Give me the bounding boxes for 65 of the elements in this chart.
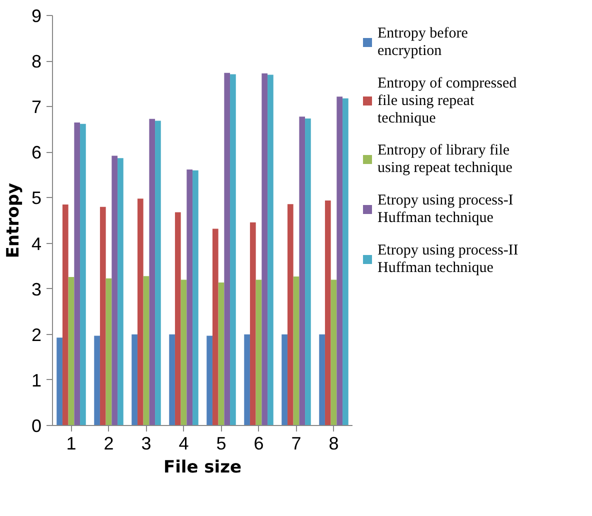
bar (282, 334, 288, 426)
bar (137, 198, 144, 426)
bar (106, 278, 112, 426)
bar (230, 74, 236, 426)
y-tick-label: 0 (31, 416, 42, 436)
y-tick-label: 5 (31, 188, 42, 208)
bar (186, 169, 193, 426)
bar (112, 156, 118, 426)
bar (305, 118, 311, 426)
x-tick-label: 2 (104, 434, 114, 454)
bar (342, 98, 348, 426)
bar (62, 204, 68, 426)
bar (68, 276, 74, 426)
bar (244, 334, 250, 426)
y-axis-title: Entropy (3, 182, 24, 258)
y-tick-label: 3 (31, 279, 42, 300)
bar (94, 336, 100, 426)
bar (80, 124, 86, 426)
bar (299, 116, 306, 426)
bar (250, 222, 256, 426)
bar (118, 158, 124, 426)
bar (268, 74, 274, 426)
bar (206, 336, 212, 426)
bar (212, 228, 218, 426)
bar (149, 118, 156, 426)
bar (74, 122, 80, 426)
x-tick-label: 7 (291, 434, 302, 454)
x-tick-label: 5 (216, 434, 226, 454)
x-tick-label: 6 (254, 434, 264, 454)
bar (287, 204, 294, 426)
bar (319, 334, 325, 426)
bar (336, 96, 343, 426)
y-tick-label: 4 (31, 234, 42, 254)
bar (192, 170, 198, 426)
y-tick-label: 9 (31, 6, 42, 26)
x-tick-label: 4 (178, 434, 189, 454)
y-tick-label: 2 (31, 324, 42, 345)
bar (293, 276, 300, 426)
x-tick-label: 3 (141, 434, 152, 454)
bar (180, 280, 187, 426)
x-tick-label: 8 (328, 434, 339, 454)
y-tick-label: 6 (31, 142, 42, 163)
y-tick-label: 7 (31, 97, 42, 118)
bar (218, 282, 224, 426)
bar (174, 212, 181, 426)
bar (324, 200, 331, 426)
bar (330, 280, 337, 426)
legend-label: Entropy of compressed file using repeat technique (378, 76, 518, 127)
bar (169, 334, 175, 426)
bar (100, 206, 106, 426)
legend-label: Entropy before encryption (378, 26, 468, 60)
legend-label: Etropy using process-I Huffman technique (378, 192, 514, 226)
bar (224, 72, 230, 426)
x-tick-label: 1 (66, 434, 76, 454)
bar (155, 120, 161, 426)
legend-label: Etropy using process-II Huffman technique (378, 242, 518, 276)
bar (143, 276, 150, 426)
bar (256, 280, 262, 426)
y-tick-label: 8 (31, 52, 42, 72)
bar (132, 334, 138, 426)
legend-label: Entropy of library file using repeat technique (378, 142, 513, 176)
bar (56, 338, 62, 426)
bar (262, 73, 268, 426)
y-tick-label: 1 (31, 370, 42, 390)
x-axis-title: File size (163, 458, 242, 478)
